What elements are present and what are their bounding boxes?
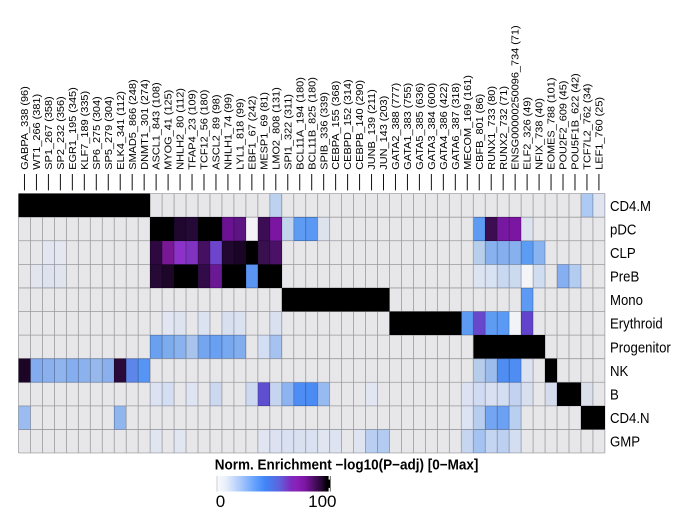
svg-text:WT1_266 (381): WT1_266 (381) <box>32 94 42 170</box>
svg-text:KLF7_189 (335): KLF7_189 (335) <box>80 91 90 170</box>
svg-text:TCF7L2_762 (34): TCF7L2_762 (34) <box>583 84 593 170</box>
svg-text:MYOG_41 (125): MYOG_41 (125) <box>164 90 174 170</box>
svg-text:RUNX1_733 (80): RUNX1_733 (80) <box>487 86 497 170</box>
svg-text:RUNX2_732 (71): RUNX2_732 (71) <box>499 86 509 170</box>
svg-text:GATA4_386 (422): GATA4_386 (422) <box>439 83 449 170</box>
svg-text:ELF2_326 (49): ELF2_326 (49) <box>523 97 533 170</box>
svg-text:B: B <box>610 386 619 403</box>
svg-text:SPIB_336 (339): SPIB_336 (339) <box>320 92 330 170</box>
svg-text:SMAD5_866 (248): SMAD5_866 (248) <box>128 79 138 169</box>
svg-text:Norm. Enrichment −log10(P−adj): Norm. Enrichment −log10(P−adj) [0−Max] <box>215 456 479 473</box>
svg-text:BCL11B_825 (180): BCL11B_825 (180) <box>308 77 318 170</box>
svg-text:EOMES_788 (101): EOMES_788 (101) <box>547 78 557 170</box>
svg-text:ASCL1_843 (108): ASCL1_843 (108) <box>152 82 162 169</box>
svg-text:DNMT1_301 (274): DNMT1_301 (274) <box>140 79 150 169</box>
svg-text:NFIX_738 (40): NFIX_738 (40) <box>535 98 545 170</box>
svg-text:EGR1_195 (345): EGR1_195 (345) <box>68 87 78 169</box>
svg-text:JUNB_139 (211): JUNB_139 (211) <box>368 89 378 169</box>
svg-text:MECOM_169 (161): MECOM_169 (161) <box>463 75 473 170</box>
svg-text:BCL11A_194 (180): BCL11A_194 (180) <box>296 77 306 170</box>
svg-text:SP1_267 (358): SP1_267 (358) <box>44 96 54 169</box>
svg-text:LEF1_760 (25): LEF1_760 (25) <box>595 97 605 170</box>
svg-text:JUN_143 (203): JUN_143 (203) <box>380 96 390 170</box>
svg-text:ELK4_341 (112): ELK4_341 (112) <box>116 91 126 170</box>
svg-text:GABPA_338 (96): GABPA_338 (96) <box>21 86 31 169</box>
svg-text:PreB: PreB <box>610 268 639 285</box>
svg-text:MESP1_69 (81): MESP1_69 (81) <box>260 92 270 170</box>
svg-text:GMP: GMP <box>610 433 640 450</box>
svg-text:Erythroid: Erythroid <box>610 315 663 332</box>
svg-text:CEBPA_155 (368): CEBPA_155 (368) <box>332 81 342 170</box>
svg-text:pDC: pDC <box>610 221 636 238</box>
svg-text:TFAP4_23 (109): TFAP4_23 (109) <box>188 90 198 170</box>
svg-text:SPI1_322 (311): SPI1_322 (311) <box>284 94 294 170</box>
svg-text:LMO2_808 (131): LMO2_808 (131) <box>272 87 282 169</box>
svg-text:CEBPD_152 (314): CEBPD_152 (314) <box>344 79 354 169</box>
svg-text:SP2_232 (356): SP2_232 (356) <box>56 96 66 169</box>
svg-text:0: 0 <box>216 492 225 511</box>
svg-text:POU5F1B_622 (42): POU5F1B_622 (42) <box>571 73 581 169</box>
svg-text:ASCL2_89 (98): ASCL2_89 (98) <box>212 95 222 170</box>
svg-text:ENSG00000250096_734 (71): ENSG00000250096_734 (71) <box>511 25 521 169</box>
svg-text:NK: NK <box>610 362 629 379</box>
svg-text:GATA5_385 (636): GATA5_385 (636) <box>415 83 425 170</box>
svg-text:TCF12_56 (180): TCF12_56 (180) <box>200 90 210 170</box>
svg-text:CBFB_801 (86): CBFB_801 (86) <box>475 94 485 170</box>
svg-text:CD4.M: CD4.M <box>610 197 651 214</box>
svg-text:GATA1_383 (755): GATA1_383 (755) <box>403 83 413 170</box>
svg-text:NHLH1_74 (99): NHLH1_74 (99) <box>224 93 234 169</box>
svg-text:POU2F2_609 (45): POU2F2_609 (45) <box>559 81 569 170</box>
svg-text:CEBPB_140 (290): CEBPB_140 (290) <box>356 80 366 170</box>
svg-text:100: 100 <box>308 492 336 511</box>
svg-text:NHLH2_80 (112): NHLH2_80 (112) <box>176 88 186 170</box>
svg-text:CD4.N: CD4.N <box>610 409 650 426</box>
svg-text:Progenitor: Progenitor <box>610 338 671 355</box>
svg-text:GATA2_388 (777): GATA2_388 (777) <box>392 83 402 170</box>
svg-text:SP6_275 (304): SP6_275 (304) <box>92 96 102 169</box>
svg-text:SP5_279 (304): SP5_279 (304) <box>104 96 114 169</box>
svg-text:GATA3_384 (600): GATA3_384 (600) <box>427 83 437 170</box>
svg-text:LYL1_818 (99): LYL1_818 (99) <box>236 98 246 169</box>
svg-text:CLP: CLP <box>610 244 636 261</box>
svg-text:GATA6_387 (318): GATA6_387 (318) <box>451 83 461 170</box>
svg-text:Mono: Mono <box>610 291 643 308</box>
svg-text:EBF1_67 (242): EBF1_67 (242) <box>248 96 258 170</box>
